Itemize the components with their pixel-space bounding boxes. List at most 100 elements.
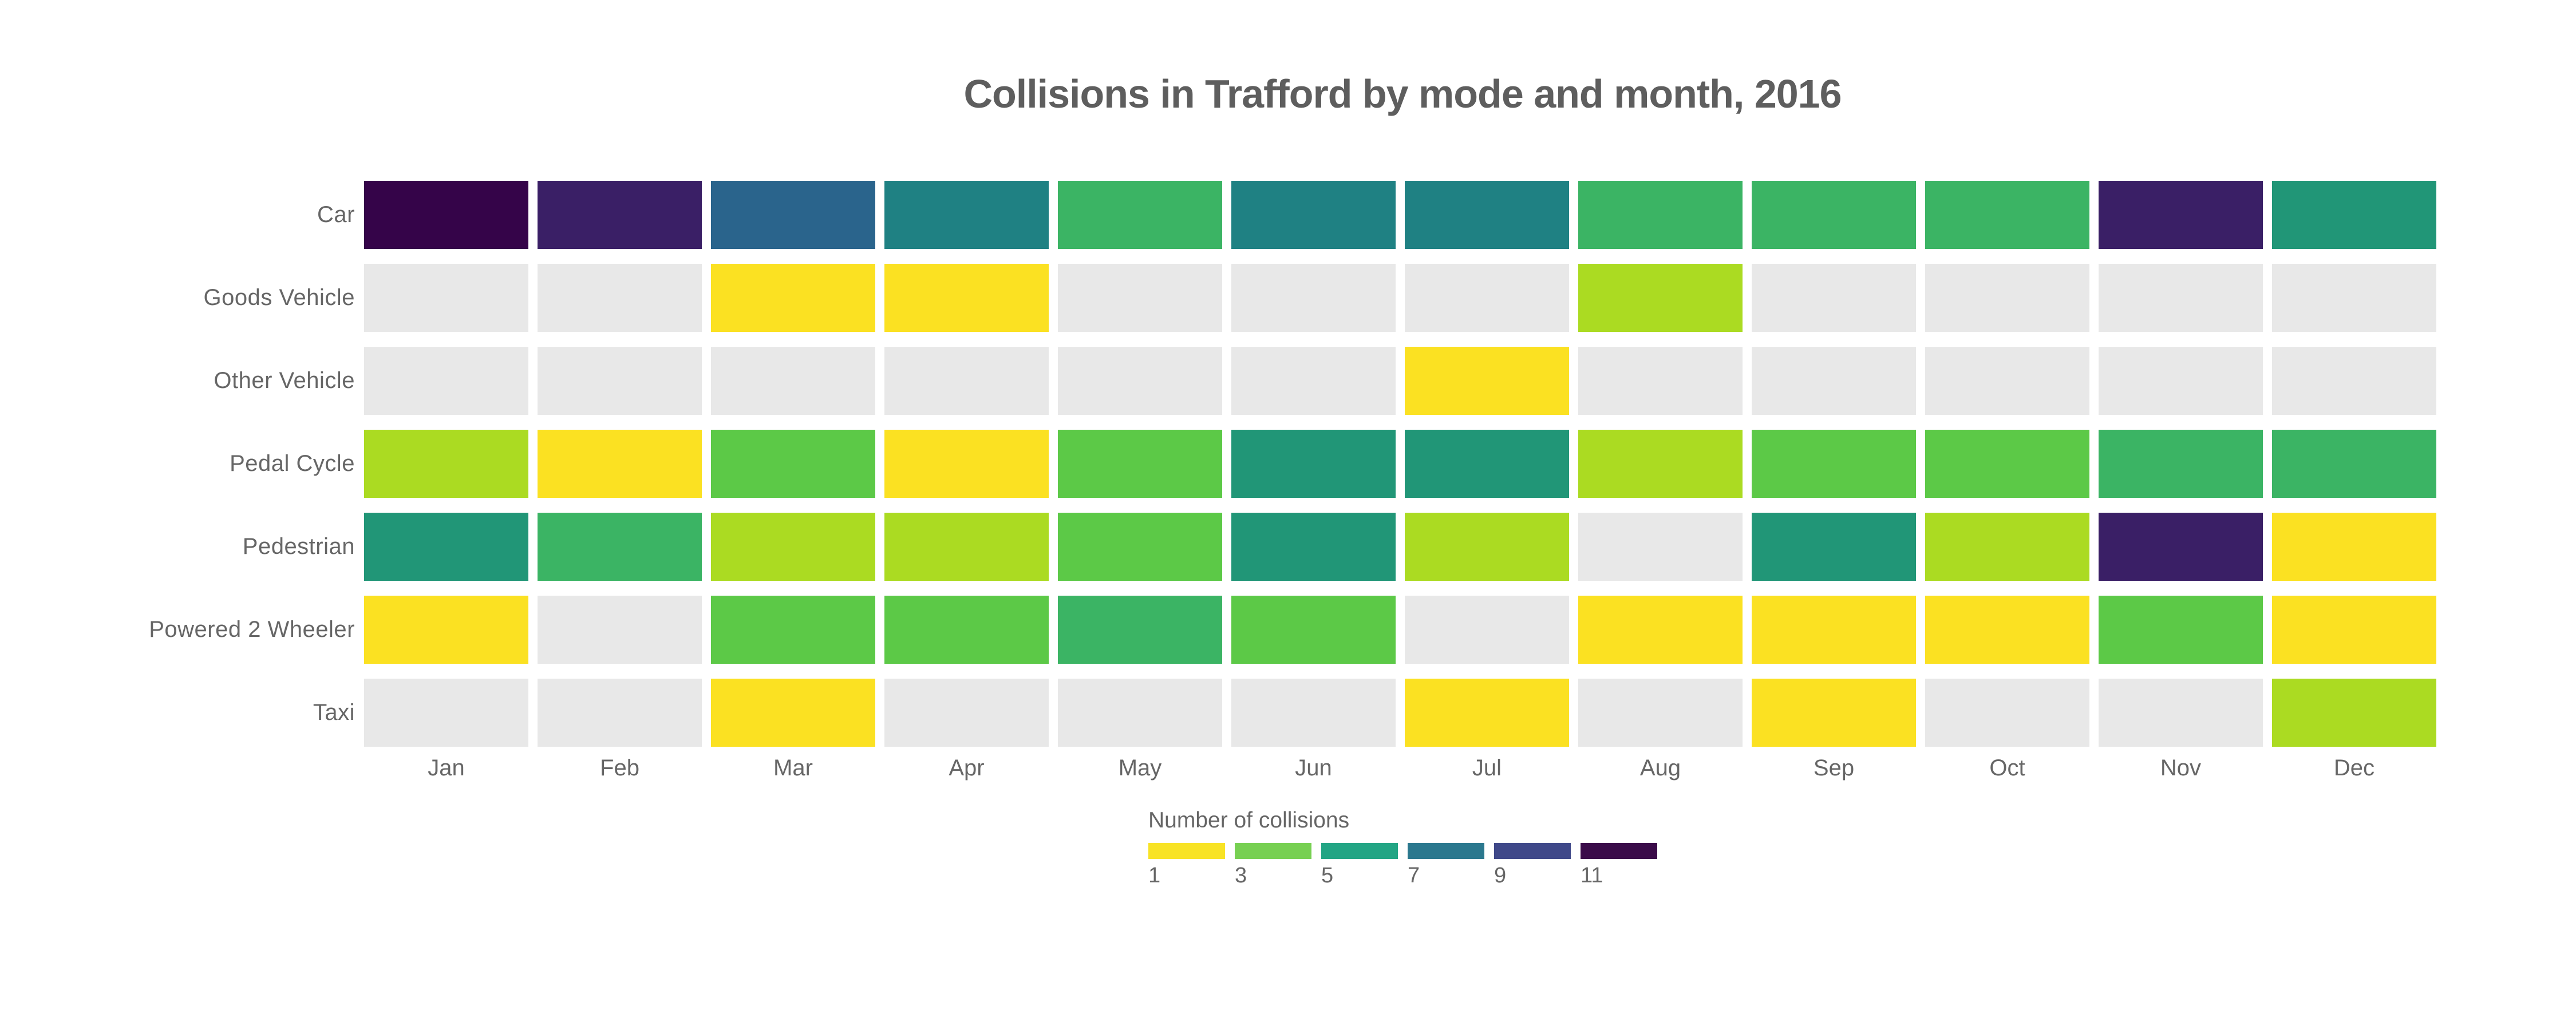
- heatmap-cell-goods-vehicle-jul: [1405, 264, 1569, 332]
- heatmap-cell-pedal-cycle-dec: [2272, 430, 2436, 498]
- legend-tick-3: 3: [1235, 863, 1247, 888]
- heatmap-cell-pedal-cycle-mar: [711, 430, 875, 498]
- heatmap-cell-pedestrian-jul: [1405, 513, 1569, 581]
- heatmap-cell-pedestrian-jan: [364, 513, 528, 581]
- heatmap-cell-powered-2-wheeler-dec: [2272, 596, 2436, 664]
- heatmap-cell-pedestrian-mar: [711, 513, 875, 581]
- heatmap-cell-other-vehicle-dec: [2272, 347, 2436, 415]
- heatmap-cell-car-sep: [1752, 181, 1916, 249]
- heatmap-cell-car-dec: [2272, 181, 2436, 249]
- x-axis-labels: Jan Feb Mar Apr May Jun Jul Aug Sep Oct Nov Dec: [364, 754, 2436, 782]
- x-axis-label-oct: Oct: [1989, 755, 2025, 781]
- legend-tick-11: 11: [1581, 863, 1603, 888]
- heatmap-cell-powered-2-wheeler-mar: [711, 596, 875, 664]
- heatmap-cell-taxi-dec: [2272, 679, 2436, 747]
- legend-swatch-1: [1148, 843, 1225, 859]
- heatmap-cell-goods-vehicle-jan: [364, 264, 528, 332]
- heatmap-cell-pedal-cycle-aug: [1578, 430, 1743, 498]
- legend-tick-9: 9: [1494, 863, 1507, 888]
- legend-tick-1: 1: [1148, 863, 1161, 888]
- legend-swatch-7: [1408, 843, 1484, 859]
- heatmap-cell-pedal-cycle-nov: [2099, 430, 2263, 498]
- heatmap-cell-taxi-sep: [1752, 679, 1916, 747]
- heatmap-cell-taxi-jan: [364, 679, 528, 747]
- x-axis-label-jul: Jul: [1472, 755, 1502, 781]
- row-label-pedal-cycle: Pedal Cycle: [230, 451, 355, 476]
- heatmap-cell-car-jul: [1405, 181, 1569, 249]
- legend-tick-5: 5: [1321, 863, 1334, 888]
- x-axis-label-nov: Nov: [2160, 755, 2202, 781]
- heatmap-cell-other-vehicle-aug: [1578, 347, 1743, 415]
- x-axis-label-mar: Mar: [773, 755, 813, 781]
- heatmap-cell-other-vehicle-jul: [1405, 347, 1569, 415]
- heatmap-cell-powered-2-wheeler-feb: [538, 596, 702, 664]
- heatmap-cell-other-vehicle-apr: [884, 347, 1049, 415]
- row-label-taxi: Taxi: [313, 700, 355, 725]
- heatmap-cell-taxi-jul: [1405, 679, 1569, 747]
- heatmap-cell-pedestrian-jun: [1231, 513, 1396, 581]
- heatmap-cell-powered-2-wheeler-aug: [1578, 596, 1743, 664]
- heatmap-cell-pedestrian-feb: [538, 513, 702, 581]
- heatmap-cell-other-vehicle-mar: [711, 347, 875, 415]
- heatmap-cell-goods-vehicle-mar: [711, 264, 875, 332]
- x-axis-label-dec: Dec: [2333, 755, 2375, 781]
- heatmap-cell-powered-2-wheeler-may: [1058, 596, 1222, 664]
- heatmap-cell-powered-2-wheeler-sep: [1752, 596, 1916, 664]
- heatmap-cell-goods-vehicle-sep: [1752, 264, 1916, 332]
- heatmap-cell-taxi-aug: [1578, 679, 1743, 747]
- heatmap-cell-car-jun: [1231, 181, 1396, 249]
- heatmap-cell-taxi-apr: [884, 679, 1049, 747]
- legend: Number of collisions 1 3 5 7 9 11: [1148, 808, 1667, 888]
- x-axis-label-jan: Jan: [428, 755, 465, 781]
- heatmap-cell-pedestrian-apr: [884, 513, 1049, 581]
- heatmap-cell-goods-vehicle-oct: [1925, 264, 2089, 332]
- heatmap-cell-pedestrian-sep: [1752, 513, 1916, 581]
- heatmap-cell-powered-2-wheeler-jun: [1231, 596, 1396, 664]
- heatmap-cell-pedestrian-dec: [2272, 513, 2436, 581]
- legend-swatch-3: [1235, 843, 1311, 859]
- legend-ticks: 1 3 5 7 9 11: [1148, 863, 1667, 888]
- heatmap-cell-pedestrian-oct: [1925, 513, 2089, 581]
- heatmap-cell-car-apr: [884, 181, 1049, 249]
- heatmap-cell-taxi-feb: [538, 679, 702, 747]
- x-axis-label-may: May: [1118, 755, 1162, 781]
- legend-tick-7: 7: [1408, 863, 1420, 888]
- heatmap-cell-goods-vehicle-feb: [538, 264, 702, 332]
- row-label-goods-vehicle: Goods Vehicle: [203, 285, 355, 310]
- row-label-powered-2-wheeler: Powered 2 Wheeler: [149, 617, 355, 642]
- row-label-other-vehicle: Other Vehicle: [214, 368, 355, 393]
- heatmap-cell-car-jan: [364, 181, 528, 249]
- row-label-car: Car: [317, 202, 355, 227]
- legend-title: Number of collisions: [1148, 808, 1350, 833]
- chart-title: Collisions in Trafford by mode and month…: [963, 72, 1842, 116]
- heatmap-cell-other-vehicle-jun: [1231, 347, 1396, 415]
- heatmap-cell-pedal-cycle-jan: [364, 430, 528, 498]
- heatmap-cell-pedal-cycle-oct: [1925, 430, 2089, 498]
- heatmap-cell-pedal-cycle-jul: [1405, 430, 1569, 498]
- heatmap-cell-other-vehicle-nov: [2099, 347, 2263, 415]
- heatmap-cell-powered-2-wheeler-nov: [2099, 596, 2263, 664]
- heatmap-cell-taxi-may: [1058, 679, 1222, 747]
- heatmap-cell-other-vehicle-jan: [364, 347, 528, 415]
- heatmap-cell-pedestrian-nov: [2099, 513, 2263, 581]
- heatmap-cell-goods-vehicle-apr: [884, 264, 1049, 332]
- heatmap-cell-taxi-jun: [1231, 679, 1396, 747]
- heatmap-cell-powered-2-wheeler-jan: [364, 596, 528, 664]
- heatmap-cell-taxi-mar: [711, 679, 875, 747]
- heatmap-cell-pedal-cycle-may: [1058, 430, 1222, 498]
- legend-swatches: [1148, 843, 1667, 859]
- heatmap-cell-pedestrian-aug: [1578, 513, 1743, 581]
- heatmap-cell-car-mar: [711, 181, 875, 249]
- heatmap-cell-goods-vehicle-aug: [1578, 264, 1743, 332]
- heatmap-cell-taxi-nov: [2099, 679, 2263, 747]
- x-axis-label-apr: Apr: [949, 755, 985, 781]
- legend-swatch-11: [1581, 843, 1657, 859]
- heatmap-cell-goods-vehicle-may: [1058, 264, 1222, 332]
- heatmap-cell-goods-vehicle-jun: [1231, 264, 1396, 332]
- x-axis-label-aug: Aug: [1639, 755, 1681, 781]
- heatmap-grid: [364, 181, 2436, 747]
- x-axis-label-jun: Jun: [1295, 755, 1332, 781]
- heatmap-cell-goods-vehicle-dec: [2272, 264, 2436, 332]
- x-axis-label-feb: Feb: [600, 755, 639, 781]
